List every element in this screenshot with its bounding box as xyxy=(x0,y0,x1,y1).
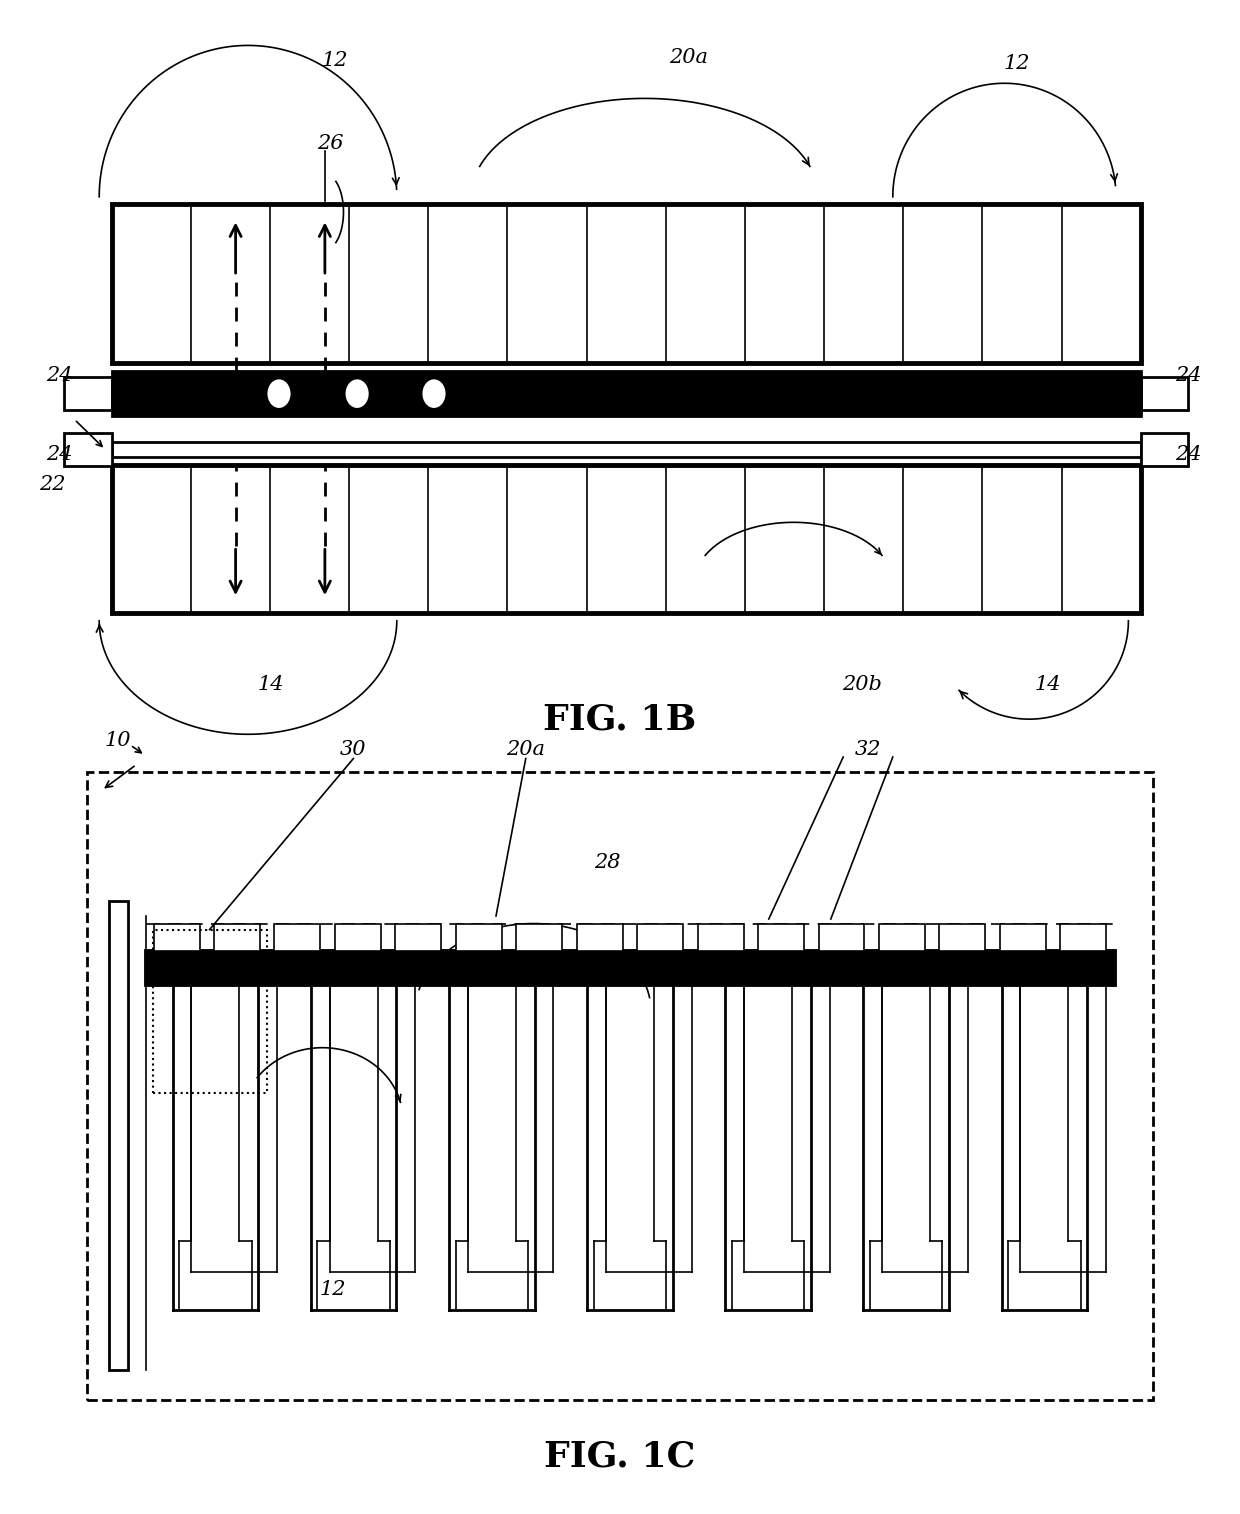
Circle shape xyxy=(345,378,370,409)
Bar xyxy=(818,924,864,951)
Bar xyxy=(109,901,128,1370)
Text: 10: 10 xyxy=(104,731,131,749)
Bar xyxy=(154,924,200,951)
Bar xyxy=(516,924,562,951)
Text: FIG. 1C: FIG. 1C xyxy=(544,1440,696,1473)
Bar xyxy=(1060,924,1106,951)
Text: 24: 24 xyxy=(46,366,73,385)
Bar xyxy=(999,924,1045,951)
Bar xyxy=(758,924,804,951)
Text: 22: 22 xyxy=(38,475,66,494)
Text: 12: 12 xyxy=(319,1281,346,1299)
Bar xyxy=(215,924,260,951)
Circle shape xyxy=(422,378,446,409)
Text: 24: 24 xyxy=(1174,366,1202,385)
Text: 28: 28 xyxy=(594,854,621,872)
Text: 24: 24 xyxy=(1174,445,1202,463)
Bar xyxy=(396,924,441,951)
Bar xyxy=(64,433,112,466)
Bar xyxy=(112,204,1141,363)
Bar xyxy=(274,924,320,951)
Bar xyxy=(698,924,744,951)
Text: 24: 24 xyxy=(46,445,73,463)
Bar xyxy=(637,924,683,951)
Bar xyxy=(112,371,1141,416)
Bar xyxy=(1141,377,1188,410)
Text: 26: 26 xyxy=(316,135,343,153)
Text: 20b: 20b xyxy=(842,675,882,693)
Bar xyxy=(456,924,502,951)
Text: 12: 12 xyxy=(321,51,348,70)
Bar xyxy=(112,465,1141,613)
Text: 30: 30 xyxy=(340,740,367,759)
Bar xyxy=(112,442,1141,457)
Bar xyxy=(64,377,112,410)
Bar xyxy=(335,924,381,951)
Circle shape xyxy=(267,378,291,409)
Bar xyxy=(577,924,622,951)
Bar xyxy=(940,924,986,951)
Text: 14: 14 xyxy=(257,675,284,693)
Text: 32: 32 xyxy=(854,740,882,759)
Bar xyxy=(87,772,1153,1400)
Text: 12: 12 xyxy=(1003,55,1030,73)
Text: 20a: 20a xyxy=(668,48,708,67)
Text: 14: 14 xyxy=(1034,675,1061,693)
Bar xyxy=(1141,433,1188,466)
Bar xyxy=(879,924,925,951)
Text: 20a: 20a xyxy=(506,740,546,759)
Bar xyxy=(153,930,267,1093)
Bar xyxy=(146,951,1114,984)
Text: FIG. 1B: FIG. 1B xyxy=(543,702,697,736)
